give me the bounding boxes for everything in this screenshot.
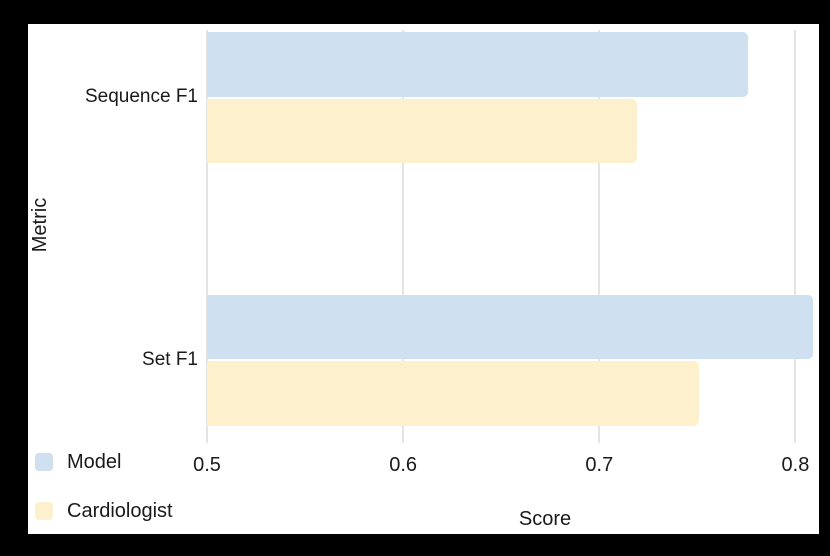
legend-label-cardiologist: Cardiologist [67,500,173,522]
x-axis-title: Score [518,508,572,530]
bar-cardiologist-sequence-f1 [207,99,637,163]
x-tick-label: 0.6 [389,454,418,476]
legend-swatch-model [35,453,53,471]
x-gridline [402,30,405,443]
plot-area [206,30,819,443]
x-gridline [206,30,208,443]
category-label-sequence-f1: Sequence F1 [84,86,198,107]
x-gridline [598,30,601,443]
bar-model-set-f1 [207,295,814,359]
x-tick-label: 0.7 [585,454,614,476]
x-gridline [794,30,797,443]
gridlines [206,30,819,443]
category-label-set-f1: Set F1 [142,349,198,370]
x-tick-label: 0.5 [193,454,221,476]
chart-panel: Sequence F1 Set F1 0.5 0.6 0.7 0.8 Score Me… [28,24,819,534]
bar-cardiologist-set-f1 [207,361,700,426]
bar-model-sequence-f1 [207,32,749,97]
y-axis-title: Metric [29,197,51,253]
legend-swatch-cardiologist [35,502,53,520]
legend-label-model: Model [67,451,122,473]
x-tick-row: 0.5 0.6 0.7 0.8 [193,452,819,478]
x-tick-label: 0.8 [781,454,810,476]
legend-item-model: Model [35,451,121,473]
legend-item-cardiologist: Cardiologist [35,500,173,522]
